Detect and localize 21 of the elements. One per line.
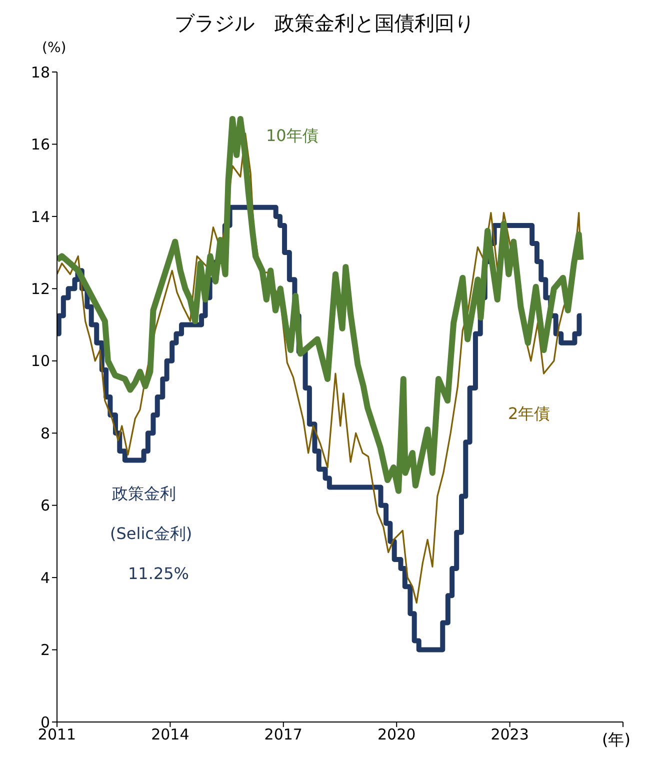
y-tick-label: 8 [40,424,50,442]
annotation: 11.25% [128,564,190,583]
y-tick-label: 16 [30,136,50,154]
x-tick-label: 2017 [264,726,302,744]
y-tick-label: 18 [30,63,50,82]
y-tick-label: 2 [40,641,50,660]
annotation: (Selic金利) [110,524,192,543]
x-tick-label: 2023 [490,726,529,744]
y-tick-label: 14 [30,208,50,226]
y-tick-label: 12 [30,280,50,298]
y-tick-label: 10 [30,352,50,370]
series-label: 10年債 [266,126,318,145]
y-tick-label: 4 [40,568,50,587]
series-label: 2年債 [508,404,550,423]
y-axis-title: (%) [42,40,66,56]
x-axis-title: (年) [602,730,630,749]
x-tick-label: 2014 [151,726,190,744]
series-label: 政策金利 [112,484,176,503]
x-tick-label: 2020 [378,726,416,744]
y-tick-label: 6 [40,496,50,515]
chart-title: ブラジル 政策金利と国債利回り [174,11,474,35]
